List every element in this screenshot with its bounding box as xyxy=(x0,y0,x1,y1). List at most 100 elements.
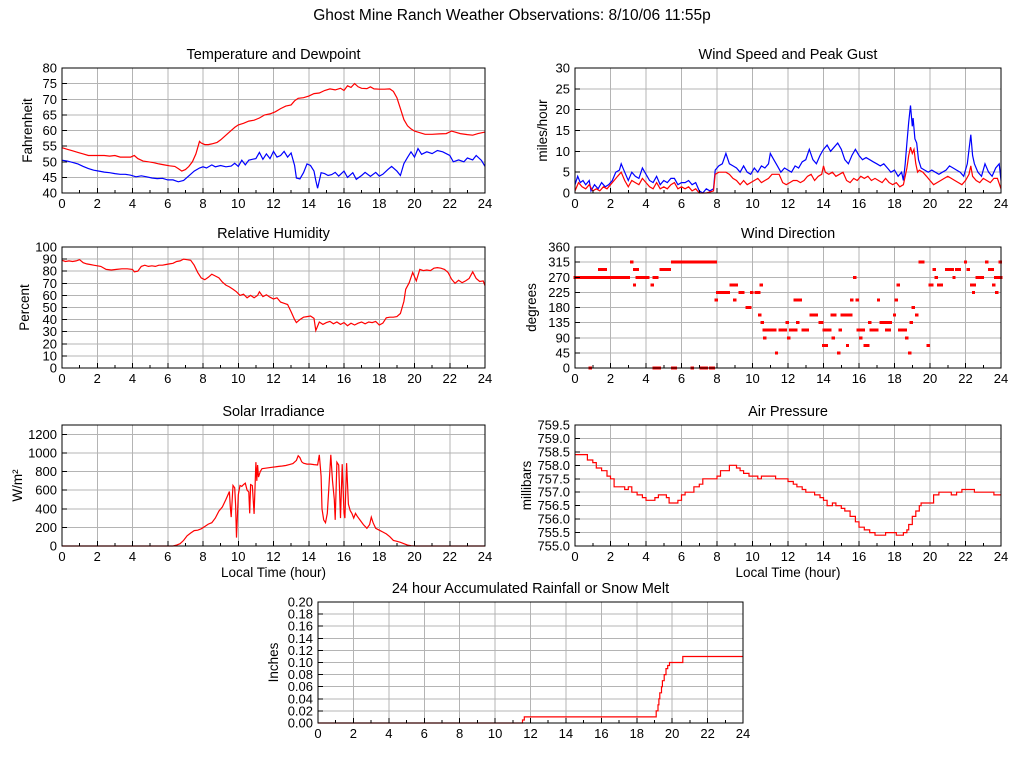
series-wind-speed xyxy=(574,146,1002,194)
y-tick-label: 30 xyxy=(556,61,570,76)
y-tick-label: 0 xyxy=(563,186,570,201)
y-tick-label: 0.14 xyxy=(288,631,313,646)
marker-direction xyxy=(692,260,696,264)
y-tick-label: 45 xyxy=(43,170,57,185)
y-tick-label: 40 xyxy=(43,312,57,327)
marker-direction xyxy=(589,275,593,279)
marker-direction xyxy=(852,275,857,279)
x-tick-label: 20 xyxy=(407,371,421,386)
marker-direction xyxy=(630,260,634,264)
y-tick-label: 0.18 xyxy=(288,607,313,622)
marker-direction xyxy=(741,290,745,294)
chart-title: Wind Speed and Peak Gust xyxy=(699,47,878,63)
marker-direction xyxy=(822,328,827,332)
marker-direction xyxy=(804,328,808,332)
marker-direction xyxy=(721,290,725,294)
marker-direction xyxy=(605,275,609,279)
marker-direction xyxy=(950,268,954,272)
marker-direction xyxy=(994,290,999,294)
y-tick-label: 90 xyxy=(43,252,57,267)
marker-direction xyxy=(875,328,879,332)
marker-direction xyxy=(859,336,863,340)
marker-direction xyxy=(928,283,932,287)
y-tick-label: 50 xyxy=(43,154,57,169)
marker-direction xyxy=(697,260,701,264)
x-tick-label: 18 xyxy=(887,549,901,564)
marker-direction xyxy=(866,343,870,347)
marker-direction xyxy=(745,306,749,309)
x-tick-label: 12 xyxy=(266,549,280,564)
y-tick-label: 759.5 xyxy=(537,418,570,433)
marker-direction xyxy=(652,275,656,279)
y-tick-label: 756.0 xyxy=(537,512,570,527)
chart-temperature-dewpoint: 0 2 4 6 8 10 12 14 16 18 20 22 24 40 45 50 55 60 65 70 75 80 T… xyxy=(0,38,512,218)
marker-direction xyxy=(729,283,733,287)
marker-direction xyxy=(716,290,720,294)
y-tick-label: 759.0 xyxy=(537,431,570,446)
y-tick-label: 315 xyxy=(548,255,570,270)
marker-direction xyxy=(898,328,902,332)
marker-direction xyxy=(759,283,764,287)
marker-direction xyxy=(812,313,816,317)
x-tick-label: 8 xyxy=(713,549,720,564)
marker-direction xyxy=(801,328,805,332)
x-tick-label: 16 xyxy=(337,196,351,211)
x-tick-label: 0 xyxy=(571,371,578,386)
chart-solar-irradiance: 0 2 4 6 8 10 12 14 16 18 20 22 24 0 200 400 600 800 1000 12… xyxy=(0,398,512,590)
x-tick-label: 18 xyxy=(887,196,901,211)
y-tick-label: 135 xyxy=(548,315,570,330)
x-tick-label: 22 xyxy=(443,549,457,564)
marker-direction xyxy=(885,321,890,325)
x-tick-label: 22 xyxy=(958,549,972,564)
chart-title: 24 hour Accumulated Rainfall or Snow Mel… xyxy=(392,582,669,597)
marker-direction xyxy=(894,298,898,302)
marker-direction xyxy=(980,275,985,279)
marker-direction xyxy=(602,275,606,279)
x-tick-label: 20 xyxy=(923,196,937,211)
y-axis-label: millibars xyxy=(519,461,534,511)
x-tick-label: 18 xyxy=(630,726,644,741)
marker-direction xyxy=(840,313,844,317)
marker-direction xyxy=(594,275,598,279)
marker-direction xyxy=(765,328,769,332)
y-tick-label: 75 xyxy=(43,76,57,91)
marker-direction xyxy=(603,268,607,272)
y-tick-label: 70 xyxy=(43,276,57,291)
marker-direction xyxy=(952,275,956,279)
x-tick-label: 6 xyxy=(164,549,171,564)
y-axis-label: W/m² xyxy=(10,469,25,502)
marker-direction xyxy=(578,275,583,279)
marker-direction xyxy=(772,328,777,332)
y-tick-label: 25 xyxy=(556,81,570,96)
x-tick-label: 8 xyxy=(199,196,206,211)
x-tick-label: 18 xyxy=(372,196,386,211)
x-tick-label: 12 xyxy=(781,371,795,386)
x-tick-label: 16 xyxy=(852,371,866,386)
marker-direction xyxy=(583,275,588,279)
marker-direction xyxy=(855,298,859,302)
marker-direction xyxy=(673,260,677,264)
y-tick-label: 757.0 xyxy=(537,485,570,500)
marker-direction xyxy=(876,298,881,302)
marker-direction xyxy=(632,283,637,287)
marker-direction xyxy=(957,268,961,272)
x-tick-label: 0 xyxy=(58,196,65,211)
chart-title: Wind Direction xyxy=(741,226,835,242)
marker-direction xyxy=(646,275,650,279)
marker-direction xyxy=(930,283,934,287)
marker-direction xyxy=(732,283,736,287)
marker-direction xyxy=(992,283,996,287)
y-tick-label: 800 xyxy=(35,464,57,479)
x-tick-label: 24 xyxy=(478,196,492,211)
x-tick-label: 12 xyxy=(523,726,537,741)
marker-direction xyxy=(610,275,614,279)
chart-canvas-solar-irradiance: 0 2 4 6 8 10 12 14 16 18 20 22 240200400600800100012… xyxy=(10,404,492,580)
marker-direction xyxy=(966,268,970,272)
x-tick-label: 24 xyxy=(994,196,1008,211)
marker-direction xyxy=(907,351,912,355)
y-axis-label: Percent xyxy=(17,284,32,331)
marker-direction xyxy=(607,275,612,279)
marker-direction xyxy=(694,260,699,264)
y-tick-label: 15 xyxy=(556,123,570,138)
